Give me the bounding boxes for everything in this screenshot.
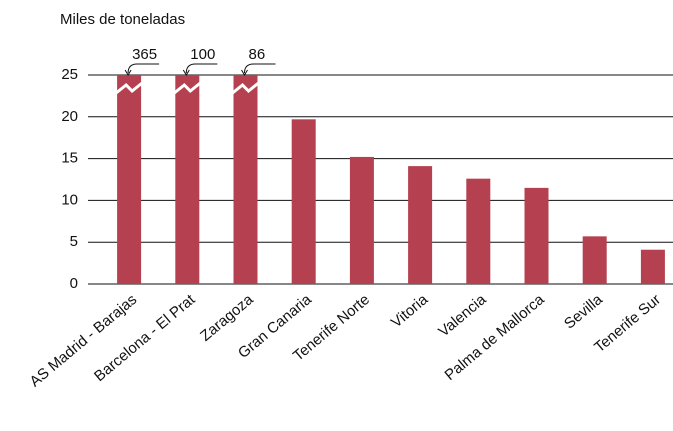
y-tick-label: 20 bbox=[61, 108, 78, 125]
bar bbox=[233, 75, 258, 284]
axis-break bbox=[173, 81, 202, 95]
bar bbox=[349, 156, 374, 284]
bar bbox=[175, 75, 200, 284]
bar bbox=[640, 249, 665, 284]
x-tick-label: Palma de Mallorca bbox=[442, 291, 549, 384]
bar bbox=[582, 236, 607, 284]
y-tick-label: 25 bbox=[61, 66, 78, 83]
x-tick-label: Vitoria bbox=[388, 291, 432, 332]
x-tick-label: Barcelona - El Prat bbox=[91, 291, 199, 385]
arrow-head bbox=[124, 69, 132, 76]
x-tick-label: AS Madrid - Barajas bbox=[26, 291, 140, 390]
value-label: 365 bbox=[132, 46, 157, 63]
axis-break bbox=[115, 81, 144, 95]
label-leader bbox=[127, 63, 160, 74]
arrow-head bbox=[182, 69, 190, 76]
bar bbox=[524, 187, 549, 284]
y-tick-label: 5 bbox=[70, 233, 78, 250]
value-label: 86 bbox=[249, 46, 266, 63]
bar bbox=[408, 166, 433, 284]
y-tick-label: 10 bbox=[61, 191, 78, 208]
x-tick-label: Valencia bbox=[435, 291, 490, 341]
label-leader bbox=[185, 63, 218, 74]
value-label: 100 bbox=[190, 46, 215, 63]
bar bbox=[466, 178, 491, 284]
axis-break bbox=[231, 81, 260, 95]
bar bbox=[291, 119, 316, 284]
x-tick-label: Sevilla bbox=[561, 291, 606, 333]
arrow-head bbox=[241, 69, 248, 76]
label-leader bbox=[244, 63, 276, 74]
bar bbox=[117, 75, 142, 284]
chart-title: Miles de toneladas bbox=[60, 11, 185, 28]
y-tick-label: 15 bbox=[61, 150, 78, 167]
y-tick-label: 0 bbox=[70, 275, 78, 292]
